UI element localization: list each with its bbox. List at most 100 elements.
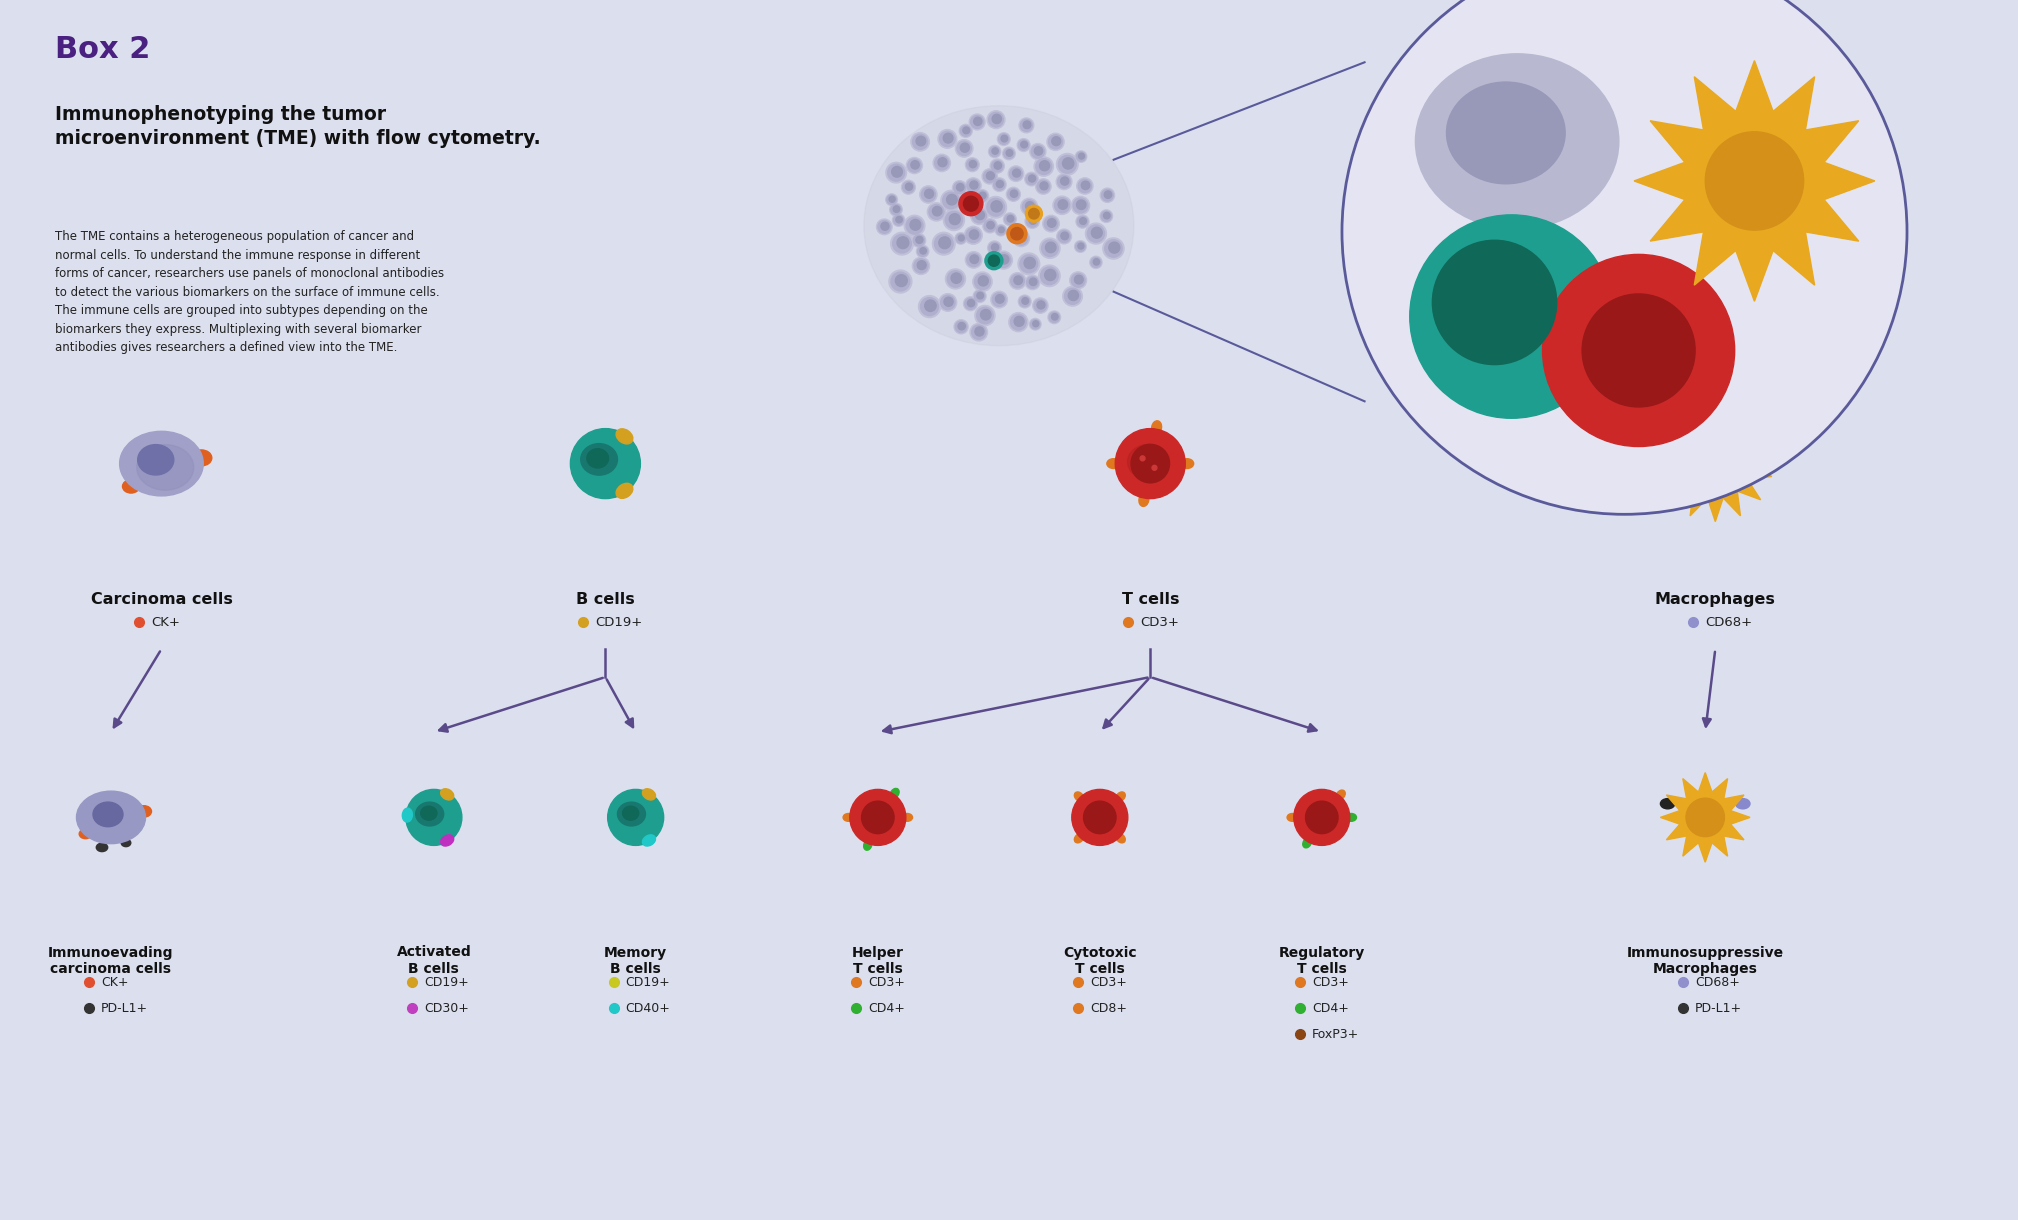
Ellipse shape	[587, 449, 609, 468]
Circle shape	[1013, 276, 1023, 284]
Circle shape	[1705, 132, 1804, 231]
Circle shape	[928, 205, 944, 220]
Circle shape	[940, 132, 955, 146]
Circle shape	[971, 255, 979, 264]
Circle shape	[997, 133, 1011, 145]
Circle shape	[1003, 149, 1015, 159]
Circle shape	[928, 203, 946, 221]
Circle shape	[1051, 314, 1057, 320]
Circle shape	[959, 124, 973, 138]
Circle shape	[1104, 238, 1124, 259]
Circle shape	[1070, 272, 1086, 289]
Ellipse shape	[1346, 814, 1356, 821]
Circle shape	[965, 251, 983, 268]
Circle shape	[918, 261, 926, 270]
Text: CD3+: CD3+	[868, 976, 904, 988]
Circle shape	[961, 143, 969, 152]
Circle shape	[1039, 265, 1059, 287]
Text: CD3+: CD3+	[1312, 976, 1348, 988]
Circle shape	[942, 133, 952, 143]
Circle shape	[993, 178, 1007, 192]
Circle shape	[940, 190, 961, 211]
Circle shape	[850, 789, 906, 845]
Circle shape	[946, 268, 965, 289]
Text: Cytotoxic
T cells: Cytotoxic T cells	[1063, 946, 1136, 976]
Circle shape	[1063, 157, 1074, 170]
Circle shape	[1041, 267, 1057, 284]
Circle shape	[959, 322, 965, 329]
Circle shape	[975, 273, 991, 289]
Circle shape	[1306, 802, 1338, 833]
Circle shape	[1049, 135, 1063, 149]
Circle shape	[908, 159, 920, 172]
Circle shape	[1029, 318, 1041, 329]
Circle shape	[886, 195, 896, 205]
Circle shape	[916, 137, 926, 146]
Circle shape	[1037, 181, 1049, 193]
Circle shape	[991, 159, 1005, 173]
Text: Immunosuppressive
Macrophages: Immunosuppressive Macrophages	[1627, 946, 1784, 976]
Ellipse shape	[1116, 833, 1126, 843]
Circle shape	[1017, 233, 1027, 242]
Circle shape	[995, 162, 1001, 170]
Circle shape	[983, 218, 997, 233]
Circle shape	[1104, 240, 1122, 257]
Circle shape	[1021, 120, 1033, 132]
Ellipse shape	[1661, 799, 1675, 809]
Circle shape	[1017, 253, 1039, 274]
Circle shape	[959, 235, 965, 242]
Circle shape	[977, 307, 993, 323]
Ellipse shape	[1106, 459, 1120, 468]
Circle shape	[993, 179, 1005, 190]
Circle shape	[1076, 151, 1088, 162]
Circle shape	[1061, 232, 1068, 240]
Ellipse shape	[402, 808, 412, 822]
Circle shape	[995, 224, 1007, 235]
Circle shape	[1074, 276, 1084, 284]
Circle shape	[1072, 789, 1128, 845]
Circle shape	[922, 188, 936, 201]
Ellipse shape	[1287, 814, 1298, 821]
Circle shape	[985, 196, 1007, 218]
Circle shape	[1033, 321, 1039, 327]
Circle shape	[991, 160, 1003, 172]
Ellipse shape	[642, 834, 656, 845]
Circle shape	[890, 204, 902, 216]
Circle shape	[1025, 173, 1037, 184]
Circle shape	[1023, 121, 1031, 128]
Text: CD40+: CD40+	[626, 1002, 670, 1015]
Ellipse shape	[1128, 444, 1170, 479]
Circle shape	[955, 182, 965, 194]
Circle shape	[1033, 157, 1053, 176]
Circle shape	[1019, 295, 1031, 307]
Ellipse shape	[615, 428, 634, 444]
Ellipse shape	[192, 450, 212, 466]
Circle shape	[932, 206, 942, 216]
Ellipse shape	[119, 432, 204, 495]
Circle shape	[914, 235, 924, 246]
Ellipse shape	[97, 843, 107, 852]
Circle shape	[1007, 223, 1027, 244]
Text: Activated
B cells: Activated B cells	[396, 946, 472, 976]
Circle shape	[1116, 428, 1185, 499]
Ellipse shape	[79, 830, 91, 838]
Text: B cells: B cells	[575, 592, 636, 606]
Circle shape	[1685, 798, 1725, 837]
Circle shape	[920, 248, 926, 254]
Text: Box 2: Box 2	[54, 35, 151, 63]
Circle shape	[969, 229, 979, 239]
Circle shape	[916, 237, 922, 244]
Circle shape	[967, 179, 979, 192]
Circle shape	[1035, 179, 1051, 194]
Circle shape	[1031, 145, 1045, 159]
Circle shape	[985, 220, 995, 232]
Circle shape	[995, 294, 1005, 304]
Circle shape	[1102, 211, 1112, 221]
Circle shape	[981, 310, 991, 320]
Circle shape	[983, 168, 997, 184]
Circle shape	[938, 157, 946, 167]
Circle shape	[987, 222, 995, 229]
Circle shape	[1104, 212, 1110, 218]
Circle shape	[950, 273, 961, 283]
Circle shape	[995, 251, 1013, 270]
